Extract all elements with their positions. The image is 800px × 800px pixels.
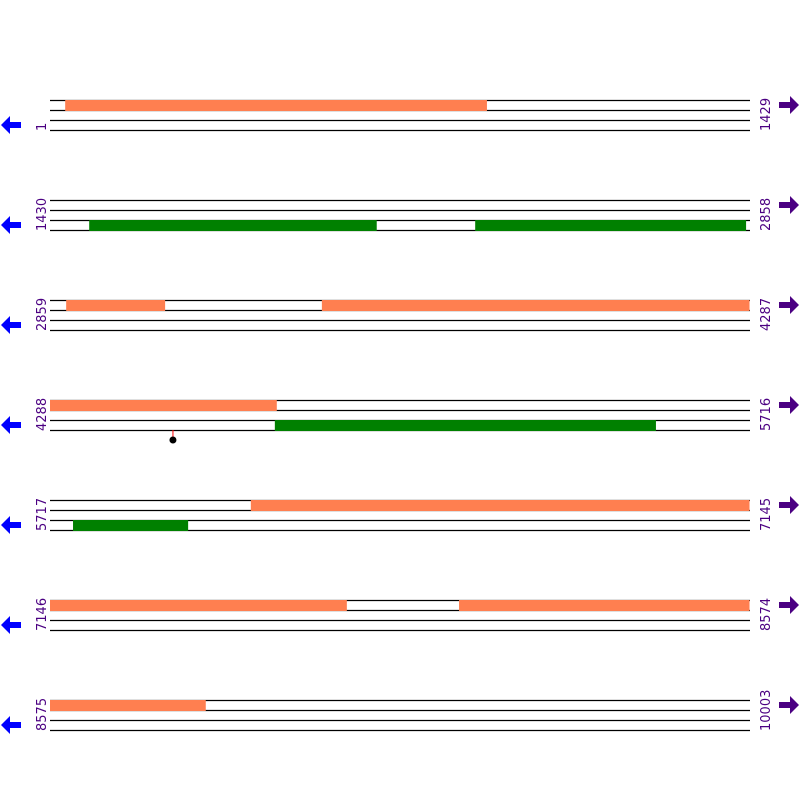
left-arrow-icon[interactable] bbox=[1, 316, 21, 334]
right-arrow-icon[interactable] bbox=[779, 596, 799, 614]
right-arrow-icon[interactable] bbox=[779, 396, 799, 414]
sequence-row: 4288 5716 bbox=[1, 396, 799, 444]
reverse-feature[interactable] bbox=[274, 420, 656, 431]
left-arrow-icon[interactable] bbox=[1, 516, 21, 534]
forward-feature[interactable] bbox=[50, 400, 277, 411]
row-start-label: 1430 bbox=[35, 198, 50, 231]
right-arrow-icon[interactable] bbox=[779, 496, 799, 514]
left-arrow-icon[interactable] bbox=[1, 216, 21, 234]
sequence-row: 2859 4287 bbox=[1, 296, 799, 334]
row-start-label: 2859 bbox=[35, 298, 50, 331]
right-arrow-icon[interactable] bbox=[779, 696, 799, 714]
left-arrow-icon[interactable] bbox=[1, 616, 21, 634]
forward-feature[interactable] bbox=[50, 600, 347, 611]
reverse-feature[interactable] bbox=[73, 520, 189, 531]
sequence-row: 1430 2858 bbox=[1, 196, 799, 234]
row-start-label: 7146 bbox=[35, 598, 50, 631]
left-arrow-icon[interactable] bbox=[1, 416, 21, 434]
row-end-label: 10003 bbox=[759, 690, 774, 731]
sequence-row: 5717 7145 bbox=[1, 496, 799, 534]
row-start-label: 8575 bbox=[35, 698, 50, 731]
sequence-row: 8575 10003 bbox=[1, 690, 799, 734]
row-end-label: 7145 bbox=[759, 498, 774, 531]
right-arrow-icon[interactable] bbox=[779, 196, 799, 214]
row-end-label: 2858 bbox=[759, 198, 774, 231]
forward-feature[interactable] bbox=[50, 700, 206, 711]
forward-feature[interactable] bbox=[66, 300, 166, 311]
row-end-label: 4287 bbox=[759, 298, 774, 331]
row-end-label: 5716 bbox=[759, 398, 774, 431]
site-marker[interactable] bbox=[169, 436, 177, 444]
row-start-label: 4288 bbox=[35, 398, 50, 431]
row-start-label: 5717 bbox=[35, 498, 50, 531]
forward-feature[interactable] bbox=[250, 500, 750, 511]
forward-feature[interactable] bbox=[459, 600, 750, 611]
reverse-feature[interactable] bbox=[475, 220, 747, 231]
right-arrow-icon[interactable] bbox=[779, 96, 799, 114]
sequence-row: 7146 8574 bbox=[1, 596, 799, 634]
row-end-label: 8574 bbox=[759, 598, 774, 631]
sequence-row: 1 1429 bbox=[1, 96, 799, 134]
forward-feature[interactable] bbox=[321, 300, 750, 311]
left-arrow-icon[interactable] bbox=[1, 116, 21, 134]
reverse-feature[interactable] bbox=[89, 220, 377, 231]
forward-feature[interactable] bbox=[65, 100, 487, 111]
right-arrow-icon[interactable] bbox=[779, 296, 799, 314]
row-end-label: 1429 bbox=[759, 98, 774, 131]
left-arrow-icon[interactable] bbox=[1, 716, 21, 734]
row-start-label: 1 bbox=[35, 123, 50, 131]
